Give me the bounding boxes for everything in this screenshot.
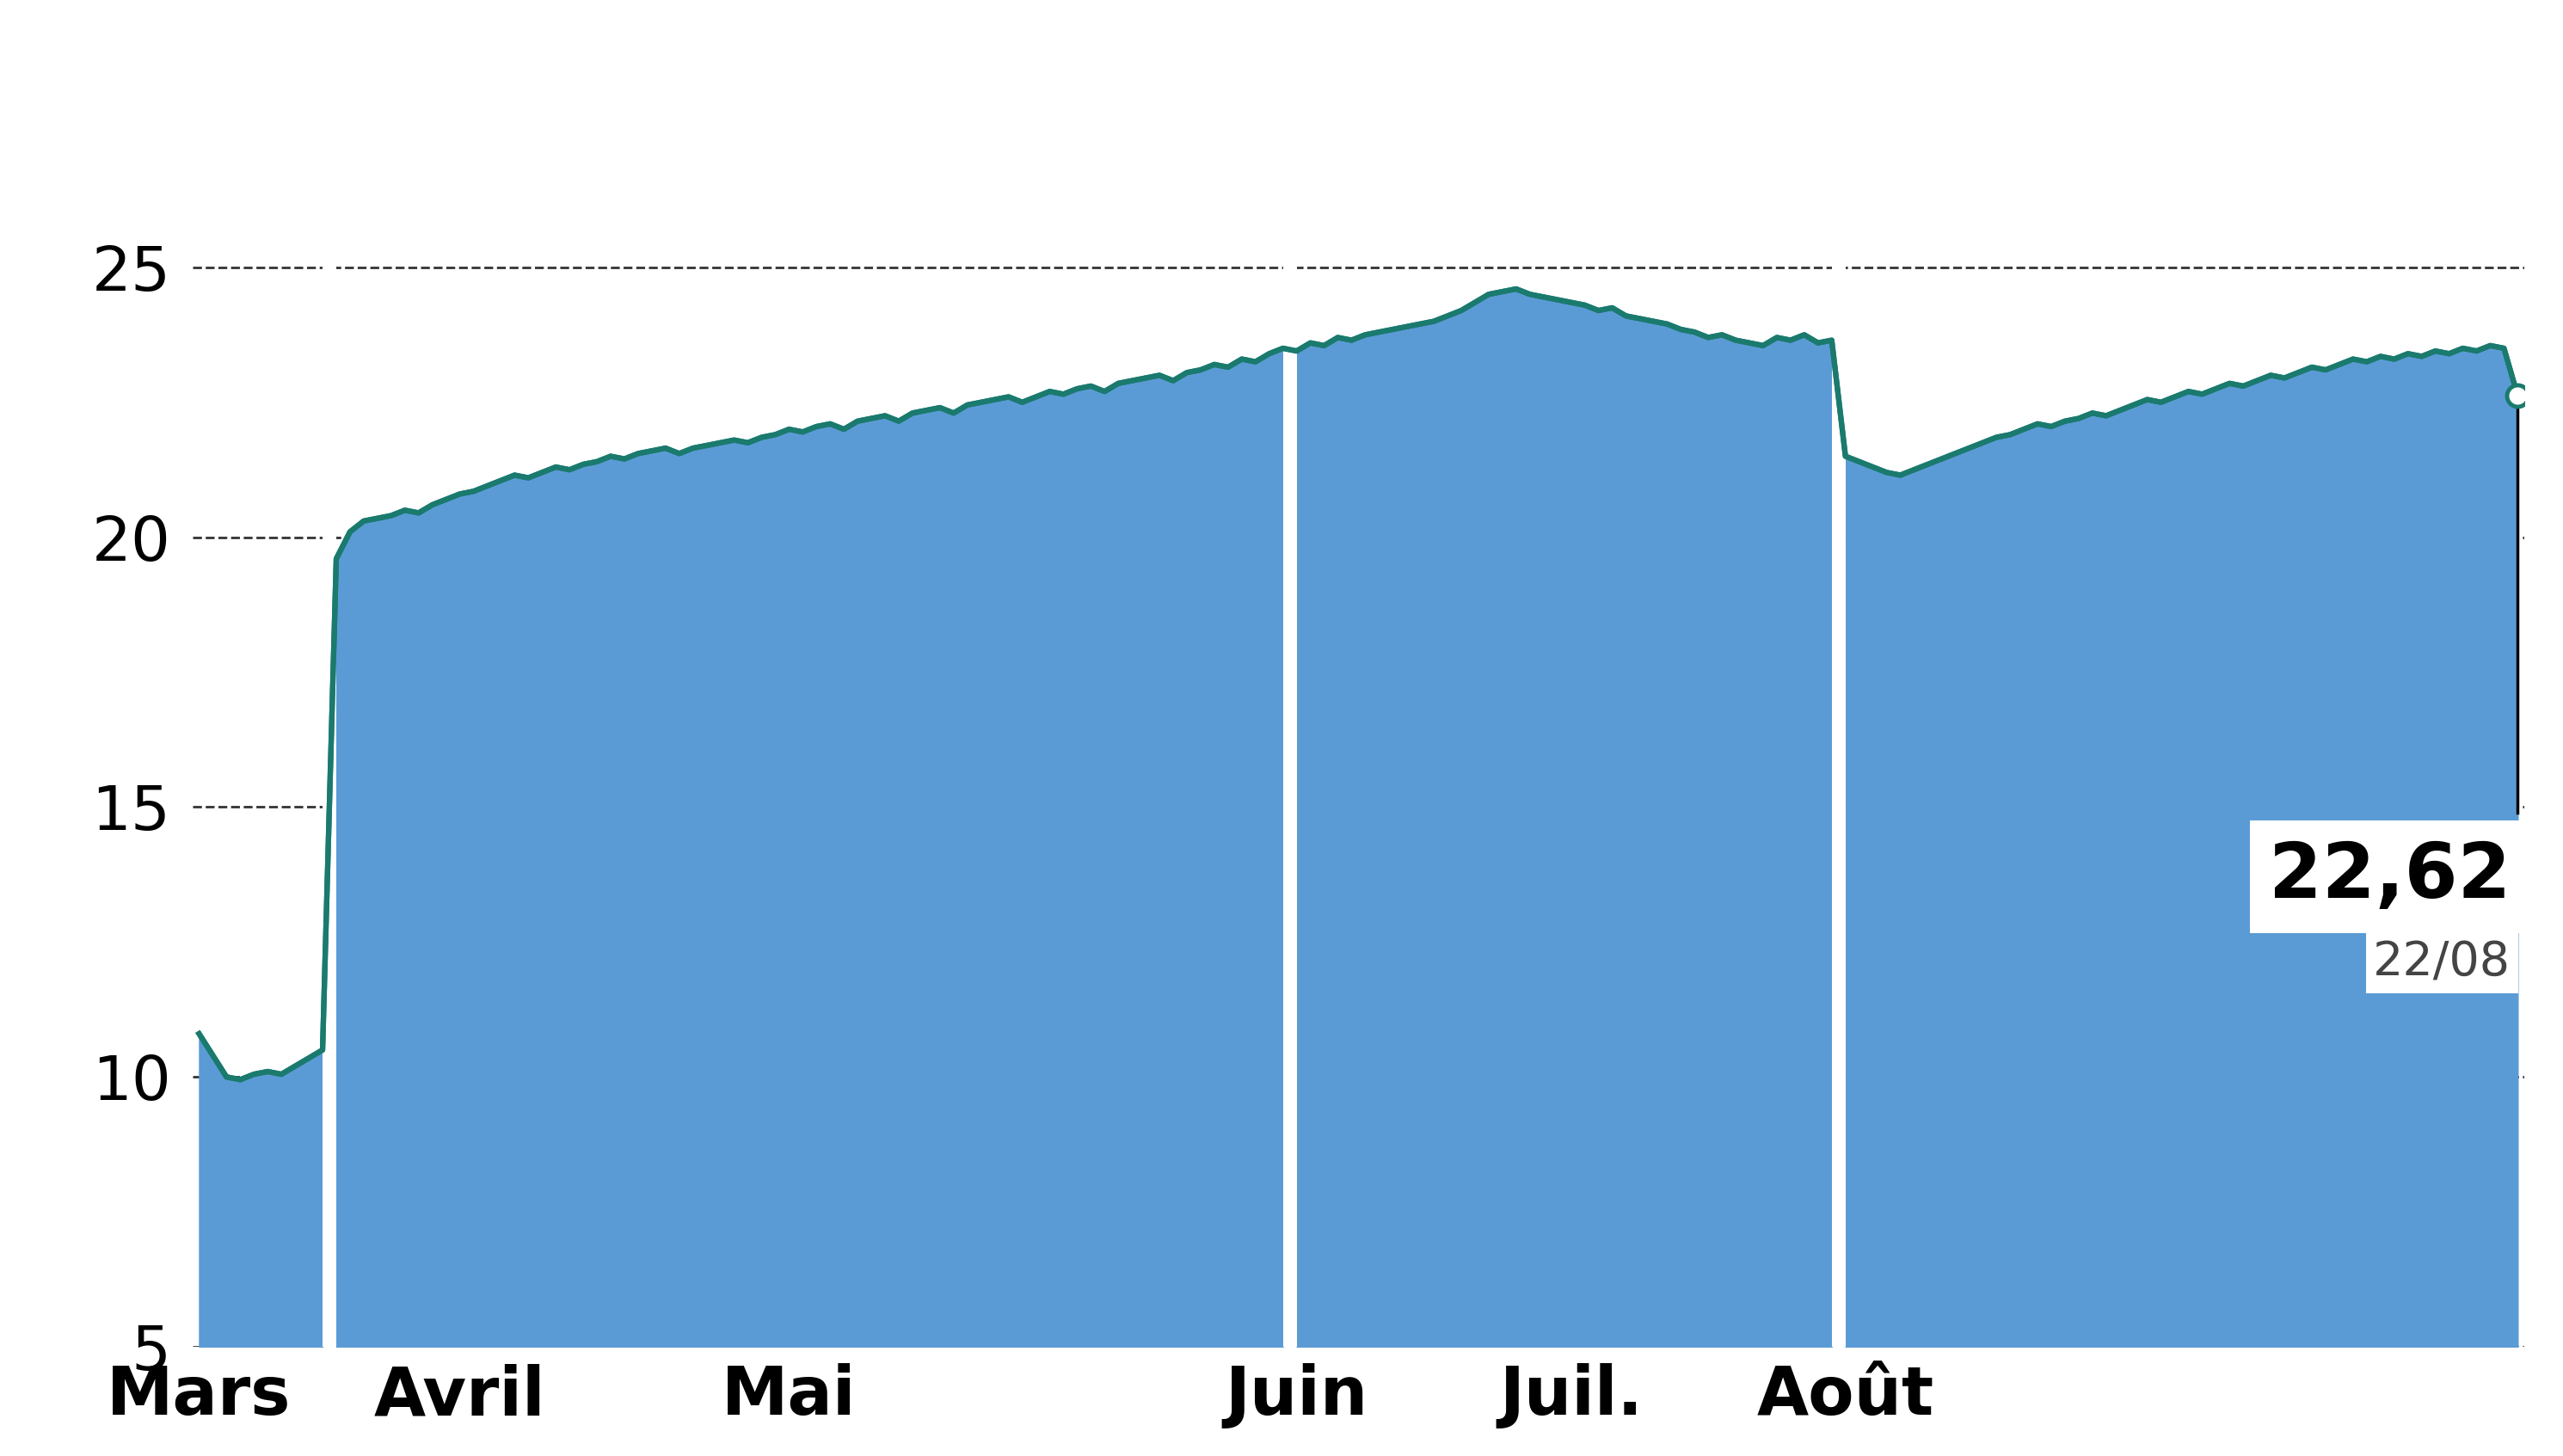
Text: 22,62: 22,62: [2268, 840, 2512, 914]
Text: 22/08: 22/08: [2373, 939, 2512, 986]
Bar: [323, 186, 336, 1347]
Bar: [1284, 186, 1297, 1347]
Text: Gladstone Capital Corporation: Gladstone Capital Corporation: [364, 23, 2199, 127]
Bar: [1833, 186, 1845, 1347]
